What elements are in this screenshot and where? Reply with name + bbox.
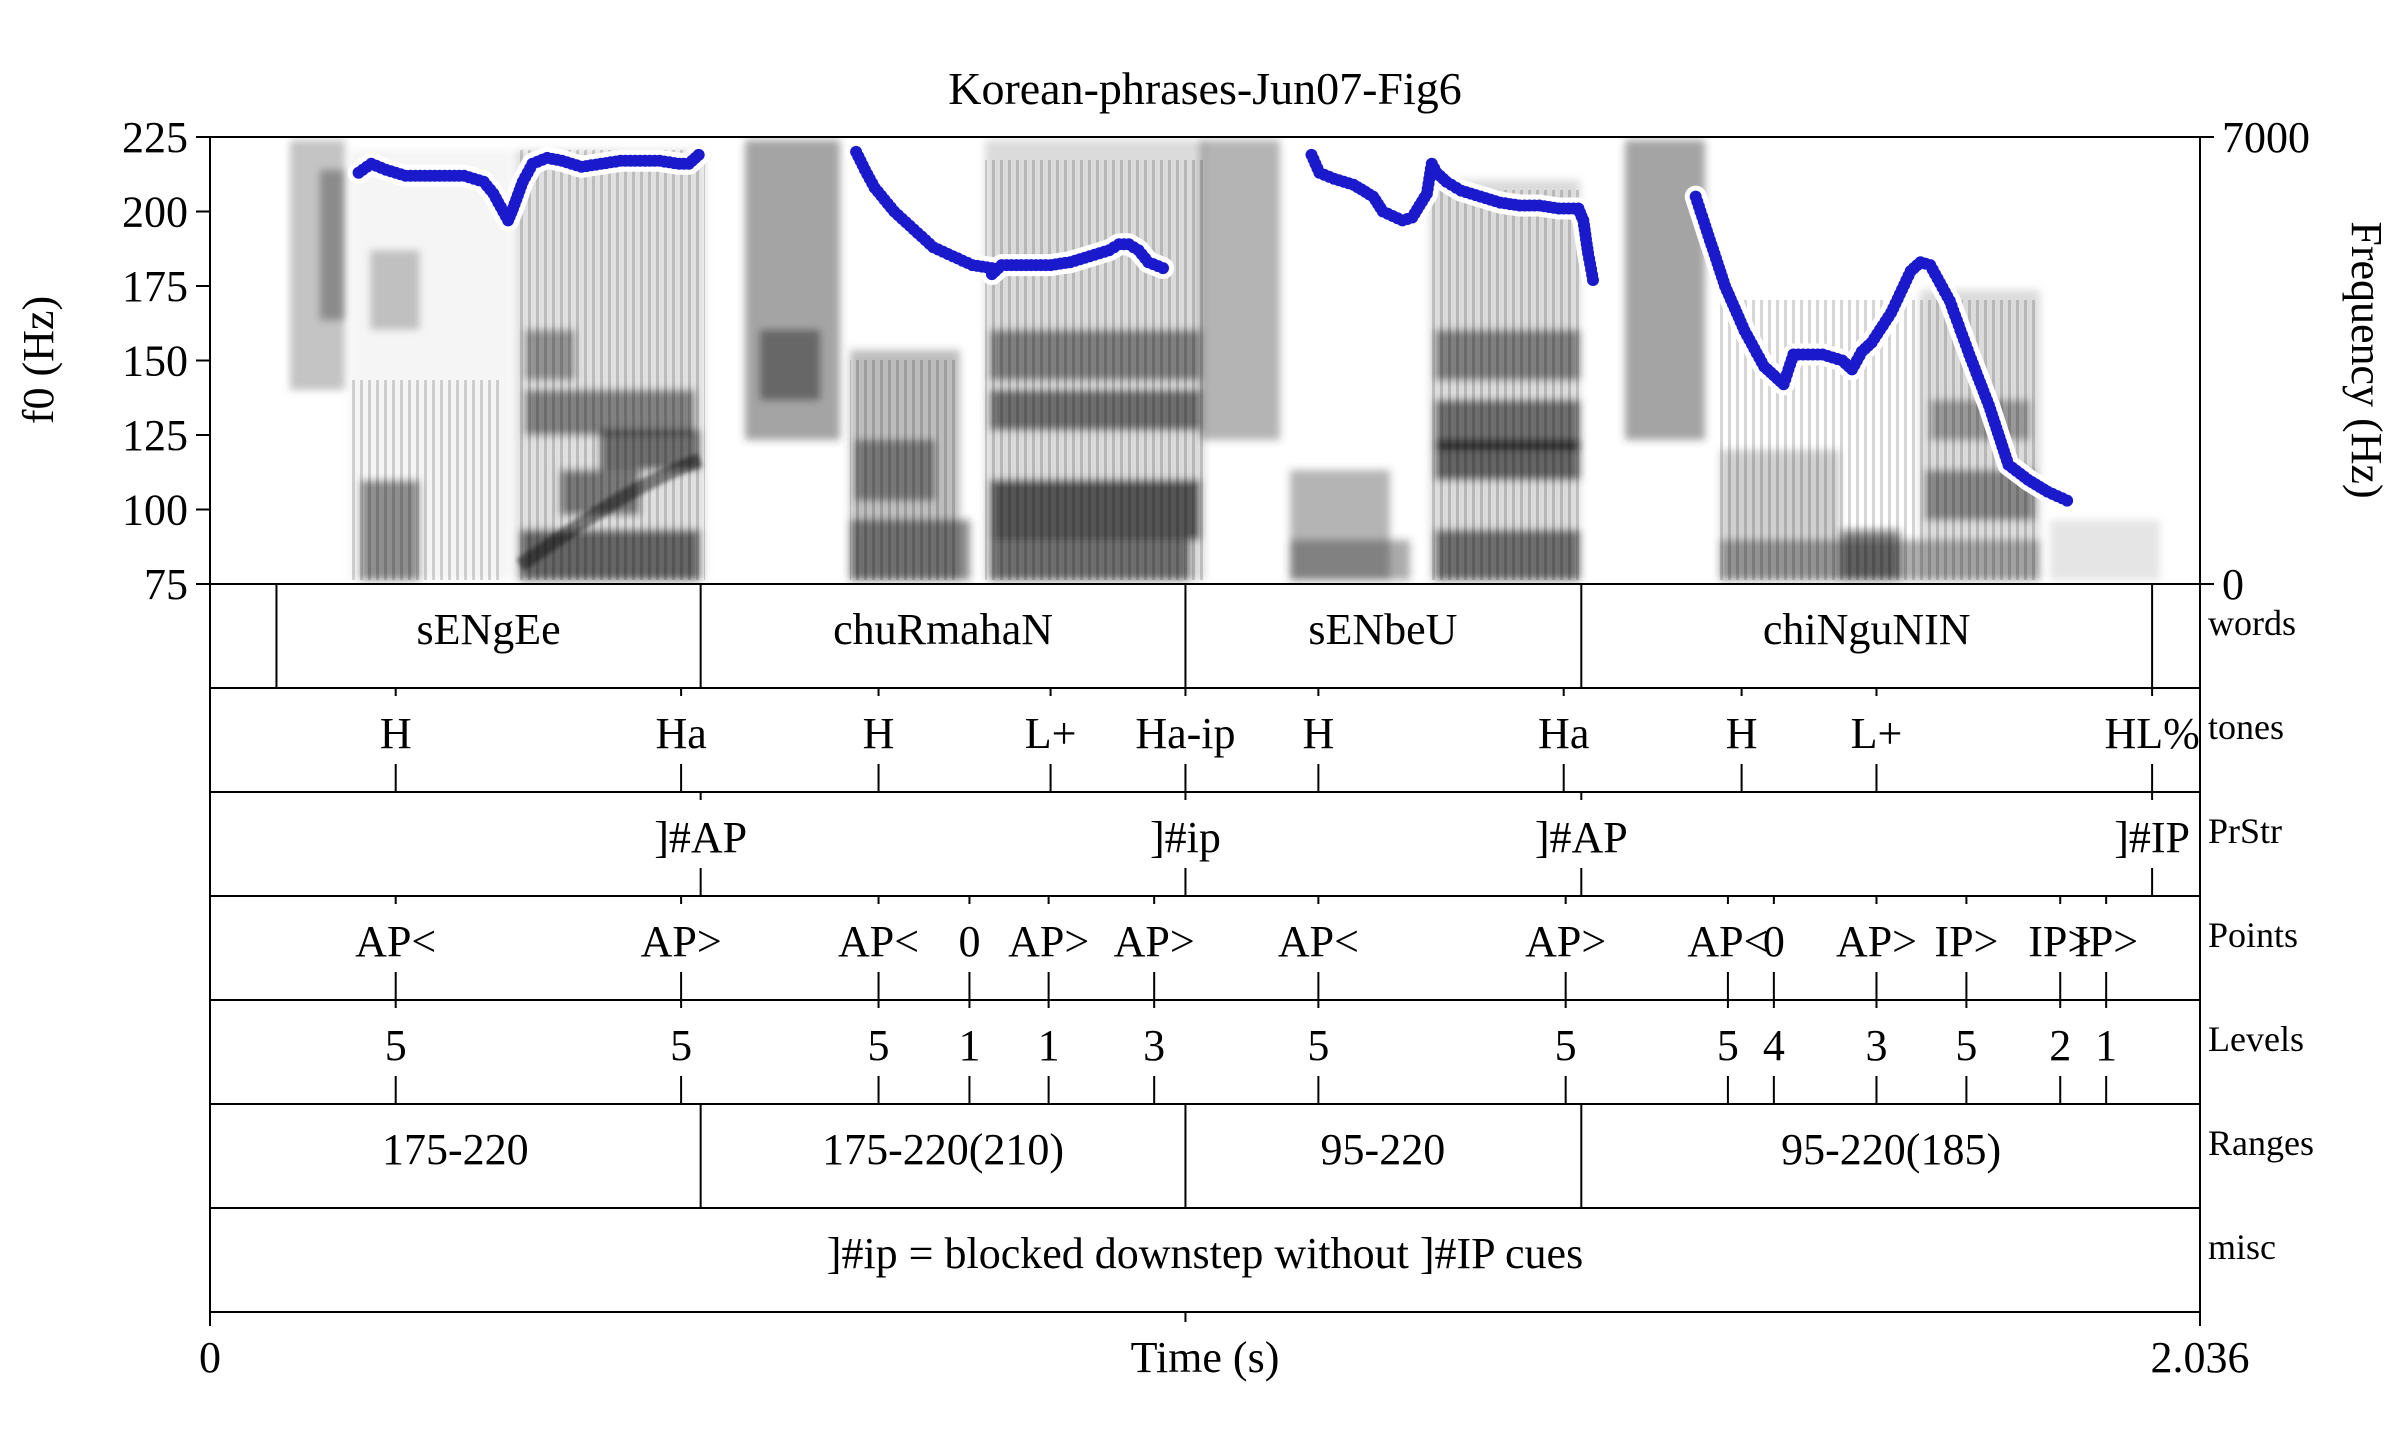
y-axis-left: 75 100 125 150 175 200 225 <box>122 113 210 609</box>
point-label: ]#AP <box>1535 813 1628 862</box>
tier-prstr: PrStr ]#AP ]#ip ]#AP ]#IP <box>209 791 2282 897</box>
point-label: AP> <box>641 917 722 966</box>
tier-name: misc <box>2208 1227 2276 1267</box>
point-label: HL% <box>2104 709 2199 758</box>
y-tick-label-left: 100 <box>122 486 188 535</box>
pitch-point <box>1157 262 1169 275</box>
point-label: 0 <box>1763 917 1785 966</box>
y-tick-label-left: 175 <box>122 262 188 311</box>
x-tick-label-start: 0 <box>199 1333 221 1382</box>
point-label: IP> <box>1934 917 1998 966</box>
point-label: ]#ip <box>1150 813 1221 862</box>
point-label: AP< <box>838 917 919 966</box>
point-label: H <box>863 709 895 758</box>
x-tick-label-end: 2.036 <box>2151 1333 2250 1382</box>
chart-title: Korean-phrases-Jun07-Fig6 <box>948 63 1462 114</box>
point-label: 1 <box>2095 1021 2117 1070</box>
y-axis-right: 0 7000 <box>2200 113 2310 609</box>
interval-label: sENgEe <box>416 605 560 654</box>
interval-label: 95-220 <box>1321 1125 1446 1174</box>
point-label: ]#IP <box>2114 813 2190 862</box>
point-label: 4 <box>1763 1021 1785 1070</box>
tier-name: Points <box>2208 915 2298 955</box>
y-tick-label-left: 200 <box>122 188 188 237</box>
point-label: 5 <box>1717 1021 1739 1070</box>
x-axis-label: Time (s) <box>1131 1333 1280 1382</box>
point-label: 5 <box>1307 1021 1329 1070</box>
tier-ranges: Ranges 175-220 175-220(210) 95-220 95-220(18… <box>209 1103 2314 1209</box>
point-label: H <box>380 709 412 758</box>
point-label: L+ <box>1025 709 1077 758</box>
y-tick-label-left: 150 <box>122 337 188 386</box>
point-label: 0 <box>958 917 980 966</box>
spectrogram-image <box>290 140 2160 580</box>
point-label: L+ <box>1851 709 1903 758</box>
point-label: AP< <box>1278 917 1359 966</box>
point-label: H <box>1726 709 1758 758</box>
point-label: IP> <box>2028 917 2092 966</box>
y-tick-label-right: 0 <box>2222 560 2244 609</box>
point-label: AP> <box>1525 917 1606 966</box>
interval-label: 95-220(185) <box>1781 1125 2001 1174</box>
point-label: AP< <box>1687 917 1768 966</box>
tier-name: words <box>2208 603 2296 643</box>
point-label: 3 <box>1143 1021 1165 1070</box>
point-label: AP> <box>1836 917 1917 966</box>
interval-label: sENbeU <box>1308 605 1457 654</box>
y-tick-label-left: 75 <box>144 560 188 609</box>
point-label: AP> <box>1114 917 1195 966</box>
tier-misc: misc ]#ip = blocked downstep without ]#IP… <box>209 1207 2276 1313</box>
point-label: ]#AP <box>654 813 747 862</box>
tier-box <box>209 999 2201 1105</box>
tier-name: Levels <box>2208 1019 2304 1059</box>
pitch-point <box>2061 494 2074 507</box>
point-label: AP< <box>355 917 436 966</box>
point-label: 2 <box>2049 1021 2071 1070</box>
pitch-track <box>352 145 2074 507</box>
interval-label: 175-220 <box>382 1125 529 1174</box>
point-label: 5 <box>868 1021 890 1070</box>
textgrid-tiers: words sENgEe chuRmahaN sENbeU chiNguNIN tones… <box>209 583 2314 1322</box>
point-label: 5 <box>1955 1021 1977 1070</box>
pitch-point <box>692 148 705 161</box>
y-tick-label-right: 7000 <box>2222 113 2310 162</box>
y-tick-label-left: 125 <box>122 411 188 460</box>
y-axis-label-right: Frequency (Hz) <box>2342 221 2391 498</box>
point-label: Ha-ip <box>1135 709 1235 758</box>
interval-label: chiNguNIN <box>1763 605 1971 654</box>
point-label: 5 <box>1555 1021 1577 1070</box>
y-axis-label-left: f0 (Hz) <box>14 296 63 424</box>
tier-name: Ranges <box>2208 1123 2314 1163</box>
point-label: H <box>1302 709 1334 758</box>
tier-words: words sENgEe chuRmahaN sENbeU chiNguNIN <box>209 583 2296 689</box>
y-tick-label-left: 225 <box>122 113 188 162</box>
point-label: 1 <box>958 1021 980 1070</box>
interval-label: ]#ip = blocked downstep without ]#IP cue… <box>827 1229 1583 1278</box>
tier-box <box>209 1207 2201 1313</box>
tier-tones: tones H Ha H L+ Ha-ip H Ha H L+ HL% <box>209 687 2284 793</box>
pitch-point <box>1587 274 1599 286</box>
point-label: AP> <box>1008 917 1089 966</box>
tier-name: tones <box>2208 707 2284 747</box>
interval-label: 175-220(210) <box>822 1125 1064 1174</box>
tier-name: PrStr <box>2208 811 2282 851</box>
x-axis: 0 2.036 Time (s) <box>199 1312 2250 1382</box>
point-label: IP> <box>2074 917 2138 966</box>
point-label: 5 <box>385 1021 407 1070</box>
interval-label: chuRmahaN <box>833 605 1053 654</box>
point-label: 5 <box>670 1021 692 1070</box>
point-label: Ha <box>655 709 706 758</box>
point-label: 3 <box>1865 1021 1887 1070</box>
point-label: 1 <box>1038 1021 1060 1070</box>
point-label: Ha <box>1538 709 1589 758</box>
